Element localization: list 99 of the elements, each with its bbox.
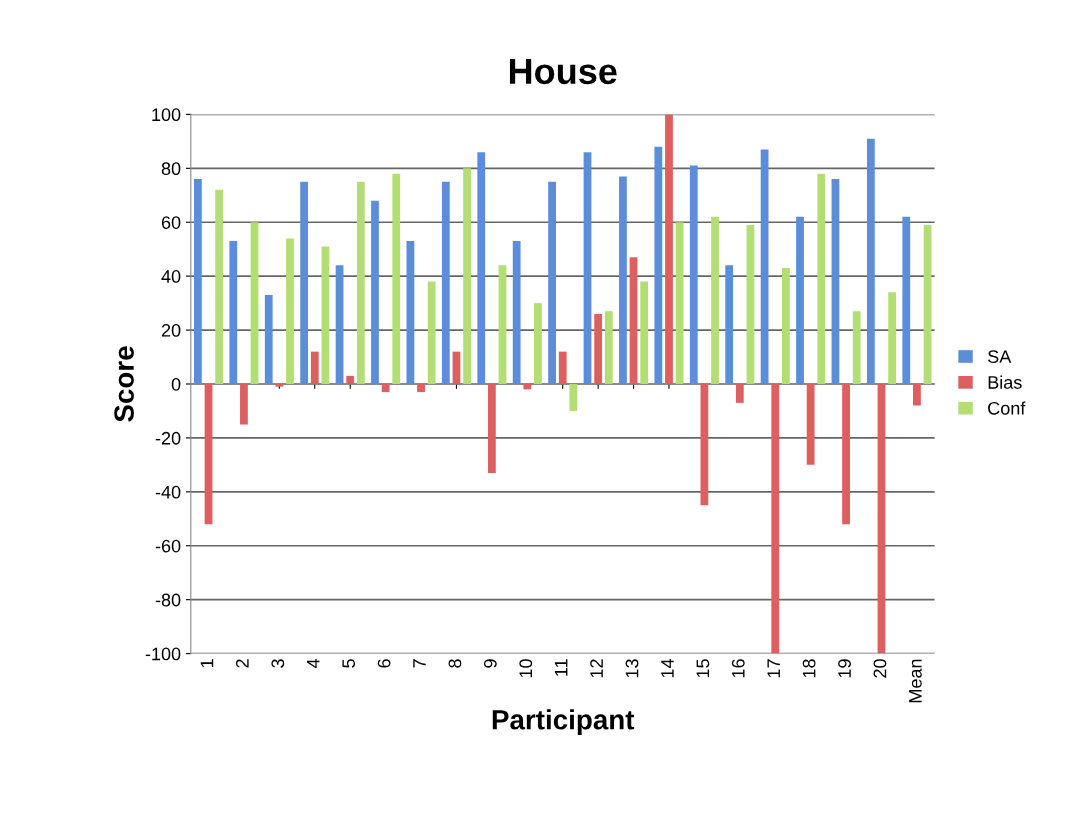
x-tick-label: 14	[661, 658, 674, 678]
bar	[381, 383, 390, 393]
y-tick-label: -80	[155, 593, 181, 607]
bar	[300, 181, 309, 384]
y-tick-label: 100	[152, 108, 181, 122]
bar	[229, 241, 238, 384]
x-tick-label: 11	[554, 659, 568, 676]
x-tick-label: 19	[838, 659, 851, 678]
bar	[477, 152, 486, 384]
legend-label: Bias	[988, 375, 1022, 389]
bar	[487, 383, 496, 473]
x-tick-label: 20	[873, 659, 887, 678]
y-tick-label: -40	[155, 485, 181, 499]
bar	[913, 383, 921, 406]
x-tick-label: 4	[307, 658, 320, 669]
bar	[888, 292, 897, 384]
bar	[392, 173, 401, 384]
x-tick-label: 16	[731, 659, 745, 678]
bar	[604, 311, 613, 384]
bar	[866, 138, 875, 384]
bar	[781, 268, 790, 384]
bar	[700, 383, 709, 506]
bar	[771, 383, 780, 654]
x-tick-label: 18	[802, 659, 816, 678]
x-tick-label: 7	[413, 659, 426, 668]
bar	[902, 216, 911, 384]
bar	[463, 168, 471, 384]
bar	[640, 281, 649, 384]
bar	[215, 189, 224, 384]
bar	[654, 146, 663, 384]
bar	[877, 383, 886, 654]
y-tick-label: 80	[161, 162, 181, 176]
bar	[275, 383, 284, 387]
chart-title: House	[509, 58, 617, 85]
bar	[569, 383, 578, 411]
x-tick-label: 5	[342, 659, 356, 668]
bar	[675, 222, 684, 384]
legend-label: Conf	[988, 401, 1026, 415]
x-tick-label: 15	[696, 659, 710, 678]
bar	[371, 200, 379, 384]
x-tick-label: 13	[625, 659, 639, 678]
bar	[427, 281, 436, 384]
bar	[193, 179, 202, 384]
bar	[735, 383, 744, 403]
y-tick-label: 60	[161, 216, 181, 229]
x-tick-label: 12	[590, 659, 603, 678]
x-axis-title: Participant	[492, 709, 635, 736]
bar	[335, 265, 344, 384]
bar	[204, 383, 213, 525]
bar	[852, 311, 861, 384]
bar	[240, 383, 248, 425]
y-tick-label: -60	[155, 539, 181, 553]
bar	[534, 303, 542, 384]
y-tick-label: 20	[161, 324, 181, 337]
x-tick-label: 17	[767, 659, 780, 678]
bar	[264, 295, 273, 384]
x-tick-label: 8	[448, 659, 462, 668]
bar	[619, 176, 627, 384]
bar	[310, 351, 319, 384]
y-axis-title: Score	[114, 346, 134, 422]
bar	[406, 241, 415, 384]
bar	[441, 181, 450, 384]
bar	[583, 152, 592, 384]
bar	[711, 216, 719, 384]
bar	[689, 165, 698, 384]
bar	[250, 222, 259, 384]
bar	[746, 224, 755, 384]
x-tick-label: 6	[377, 659, 391, 668]
bar	[629, 257, 638, 384]
x-tick-label: 2	[236, 659, 249, 668]
bar	[665, 114, 673, 384]
y-tick-label: -20	[155, 431, 181, 445]
bar	[286, 238, 294, 384]
bar	[321, 246, 330, 384]
y-tick-label: -100	[145, 647, 181, 661]
bar	[594, 313, 603, 384]
x-tick-label: 10	[519, 659, 533, 678]
x-tick-label: 1	[200, 659, 214, 668]
bar	[346, 375, 355, 384]
x-tick-label: 9	[483, 659, 497, 668]
bar	[498, 265, 507, 384]
x-tick-label: 3	[271, 659, 285, 668]
bar	[842, 383, 850, 525]
bar	[831, 179, 840, 384]
bar	[725, 265, 734, 384]
x-tick-label: Mean	[909, 659, 922, 703]
legend-label: SA	[988, 350, 1012, 363]
bar	[923, 224, 932, 384]
bar	[817, 173, 826, 384]
bar	[558, 351, 567, 384]
y-tick-label: 40	[161, 270, 181, 283]
bar	[796, 216, 804, 384]
bar	[523, 383, 532, 390]
bar	[760, 149, 769, 384]
bar	[548, 181, 556, 384]
bar	[512, 241, 521, 384]
bar	[356, 181, 365, 384]
y-tick-label: 0	[171, 377, 181, 391]
bar	[806, 383, 815, 465]
